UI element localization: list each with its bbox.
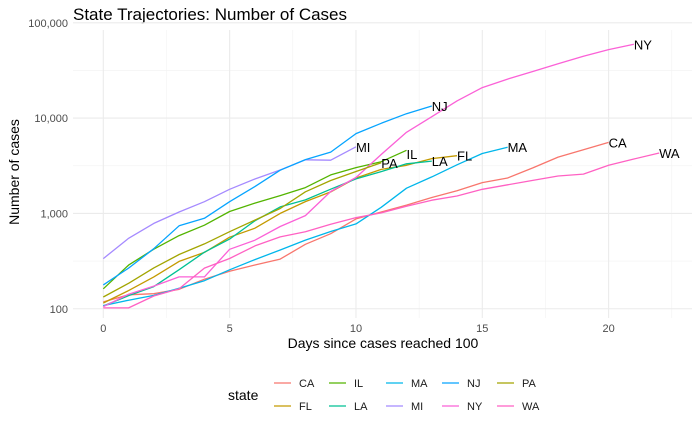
- legend: CA FL IL LA MA MI NJ NY PA WA: [274, 378, 540, 413]
- legend-label-fl: FL: [299, 401, 312, 413]
- series-line-fl: [103, 155, 458, 304]
- series-line-nj: [102, 105, 432, 286]
- x-tick-label: 15: [476, 323, 488, 335]
- end-label-nj: NJ: [432, 99, 448, 114]
- grid: [73, 22, 692, 318]
- legend-label-pa: PA: [522, 378, 537, 390]
- legend-label-mi: MI: [411, 401, 423, 413]
- series-line-ny: [103, 43, 635, 308]
- y-axis-ticks: 100 1,000 10,000 100,000: [28, 18, 68, 316]
- legend-label-ma: MA: [411, 378, 428, 390]
- x-axis-title: Days since cases reached 100: [288, 335, 479, 351]
- x-axis-ticks: 0 5 10 15 20: [100, 323, 614, 335]
- end-label-wa: WA: [659, 146, 680, 161]
- legend-label-la: LA: [354, 401, 368, 413]
- y-axis-title: Number of cases: [6, 119, 22, 225]
- x-tick-label: 10: [350, 323, 362, 335]
- series-lines: [102, 43, 660, 309]
- y-tick-label: 100: [50, 304, 68, 316]
- end-label-fl: FL: [457, 149, 472, 164]
- x-tick-label: 5: [227, 323, 233, 335]
- x-tick-label: 20: [602, 323, 614, 335]
- end-label-pa: PA: [381, 156, 398, 171]
- legend-label-ny: NY: [467, 401, 483, 413]
- chart-title: State Trajectories: Number of Cases: [73, 5, 347, 24]
- legend-title: state: [228, 387, 259, 403]
- end-labels: NY NJ MI IL PA LA FL MA CA WA: [356, 37, 680, 171]
- series-line-wa: [103, 152, 660, 309]
- series-line-pa: [102, 162, 382, 298]
- legend-label-wa: WA: [522, 401, 540, 413]
- end-label-mi: MI: [356, 140, 370, 155]
- legend-label-il: IL: [354, 378, 363, 390]
- end-label-la: LA: [432, 154, 448, 169]
- series-line-mi: [102, 146, 357, 260]
- end-label-il: IL: [407, 147, 418, 162]
- legend-label-nj: NJ: [467, 378, 480, 390]
- legend-label-ca: CA: [299, 378, 315, 390]
- x-tick-label: 0: [100, 323, 106, 335]
- end-label-ma: MA: [508, 140, 528, 155]
- y-tick-label: 100,000: [28, 18, 68, 30]
- y-tick-label: 1,000: [40, 208, 68, 220]
- end-label-ca: CA: [609, 135, 627, 150]
- end-label-ny: NY: [634, 37, 652, 52]
- y-tick-label: 10,000: [34, 113, 68, 125]
